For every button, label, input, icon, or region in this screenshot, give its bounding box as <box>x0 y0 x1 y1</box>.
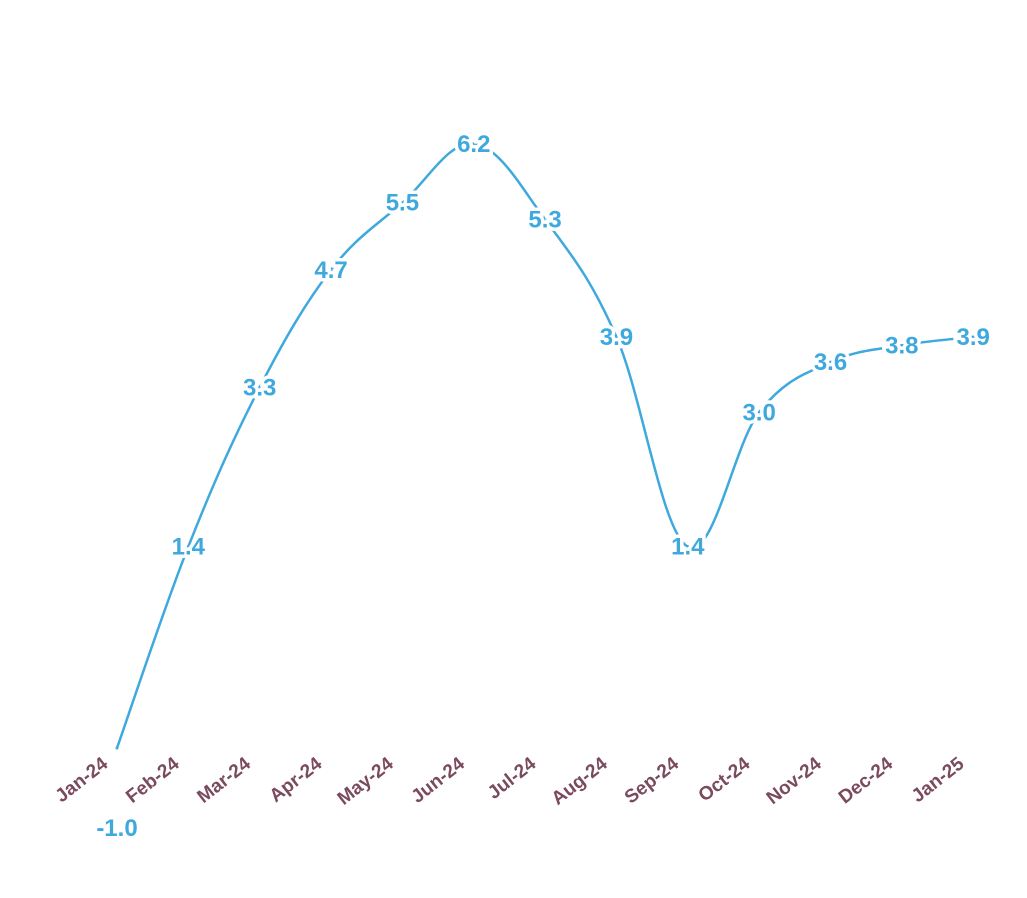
data-point <box>971 335 975 339</box>
data-point <box>472 142 476 146</box>
data-point <box>115 746 119 750</box>
data-label: 3.6 <box>814 349 847 376</box>
data-point <box>900 343 904 347</box>
data-label: 1.4 <box>671 534 705 561</box>
data-points-layer <box>115 142 975 750</box>
data-point <box>614 335 618 339</box>
data-point <box>686 545 690 549</box>
data-label: 1.4 <box>172 534 206 561</box>
data-label: 6.2 <box>457 131 490 158</box>
data-label: 3.8 <box>885 332 918 359</box>
data-point <box>400 201 404 205</box>
data-point <box>329 268 333 272</box>
data-label: 4.7 <box>314 257 347 284</box>
data-labels-layer: -1.0 1.4 3.3 4.7 5.5 6.2 5.3 3.9 1.4 3.0 3.6 3.8 3.9 <box>93 128 994 846</box>
data-label: -1.0 <box>96 815 137 842</box>
data-label: 5.3 <box>528 207 561 234</box>
series-line <box>115 142 974 749</box>
data-label: 3.9 <box>600 324 633 351</box>
data-label: 3.9 <box>957 324 990 351</box>
data-point <box>543 218 547 221</box>
data-point <box>757 410 761 414</box>
data-point <box>258 385 262 389</box>
data-point <box>186 545 190 549</box>
data-label: 5.5 <box>386 190 419 217</box>
series-layer <box>115 142 974 749</box>
data-point <box>829 360 832 364</box>
data-label: 3.3 <box>243 374 276 401</box>
data-label: 3.0 <box>742 399 775 426</box>
